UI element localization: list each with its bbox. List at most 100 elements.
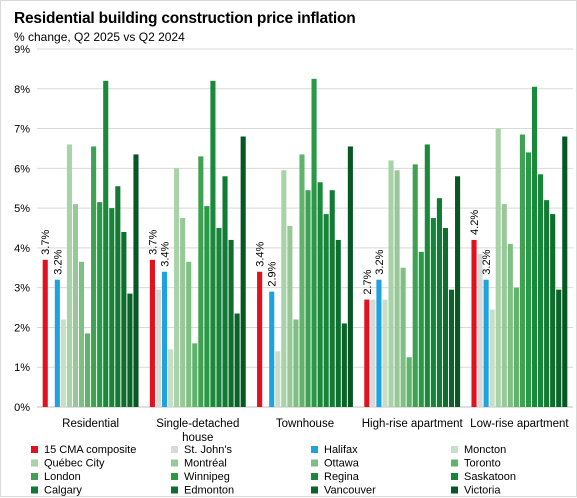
legend-swatch (451, 459, 458, 467)
bar (376, 279, 382, 407)
bar (556, 289, 562, 407)
data-label: 3.2% (52, 249, 64, 274)
chart-title: Residential building construction price … (14, 10, 356, 27)
data-label: 3.4% (160, 241, 172, 266)
legend-label: Regina (324, 471, 360, 483)
bar (519, 134, 525, 407)
data-label: 3.2% (374, 249, 386, 274)
bar (133, 154, 139, 407)
legend-label: London (44, 471, 81, 483)
chart-subtitle: % change, Q2 2025 vs Q2 2024 (14, 30, 185, 44)
y-tick-label: 0% (14, 402, 30, 414)
bar (269, 291, 275, 407)
x-tick-label: Residential (62, 418, 119, 430)
legend-swatch (311, 446, 318, 453)
bar (471, 239, 477, 407)
bar (455, 176, 461, 407)
bar (388, 160, 394, 407)
legend-label: Québec City (44, 458, 105, 470)
bar (72, 204, 79, 407)
y-tick-label: 9% (14, 44, 30, 56)
legend-label: Saskatoon (464, 471, 516, 483)
bar (97, 202, 103, 407)
bar (442, 228, 449, 407)
bar (174, 168, 180, 407)
data-label: 3.7% (147, 230, 159, 255)
bar (54, 279, 60, 407)
bar (42, 259, 48, 407)
bar (364, 299, 370, 407)
bar (412, 164, 418, 407)
bar (210, 80, 216, 408)
bar (275, 351, 281, 407)
legend-swatch (451, 446, 458, 453)
bar (562, 136, 568, 407)
bar (78, 261, 85, 407)
bar (341, 323, 347, 407)
y-tick-label: 3% (14, 283, 30, 295)
bar (406, 357, 412, 407)
bar (329, 190, 335, 407)
bar (544, 200, 550, 407)
bar (477, 253, 483, 407)
legend-swatch (31, 486, 38, 494)
legend-label: St. John's (184, 444, 232, 456)
bar (287, 226, 293, 407)
legend-label: 15 CMA composite (44, 444, 136, 456)
bar (168, 349, 174, 407)
legend-swatch (311, 473, 318, 480)
y-tick-label: 7% (14, 124, 30, 136)
bar (222, 176, 228, 407)
legend-label: Calgary (44, 485, 82, 497)
bar (448, 289, 455, 407)
y-tick-label: 1% (14, 362, 30, 374)
legend-swatch (171, 459, 178, 467)
bar (66, 144, 72, 407)
bar (424, 144, 430, 407)
x-tick-label: house (182, 432, 213, 444)
bar (109, 208, 115, 407)
bar (507, 243, 513, 407)
legend-swatch (311, 459, 318, 467)
y-tick-label: 6% (14, 163, 30, 175)
bar (489, 309, 495, 407)
x-tick-label: Single-detached (156, 418, 239, 430)
bar (335, 239, 341, 407)
legend-swatch (171, 446, 178, 453)
bar (299, 154, 305, 407)
bar (513, 287, 519, 407)
bar (186, 261, 192, 407)
x-tick-label: Townhouse (276, 418, 334, 430)
data-label: 2.7% (362, 269, 374, 294)
x-tick-label: Low-rise apartment (470, 418, 569, 430)
legend-label: Edmonton (184, 485, 234, 497)
legend-label: Winnipeg (184, 471, 230, 483)
legend-label: Montréal (184, 458, 227, 470)
bar (531, 86, 538, 408)
bar (400, 267, 406, 407)
bar (180, 218, 186, 407)
bar (198, 156, 204, 407)
bar (323, 214, 329, 407)
data-label: 4.2% (469, 210, 481, 235)
bar (127, 293, 133, 407)
bar (382, 299, 388, 407)
legend-label: Vancouver (324, 485, 376, 497)
legend-label: Victoria (464, 485, 501, 497)
bar (85, 333, 91, 407)
bar (234, 313, 240, 407)
bar (281, 170, 287, 407)
bar (538, 174, 544, 407)
legend-swatch (451, 486, 458, 494)
bar (155, 289, 162, 407)
bar (501, 204, 507, 407)
bar (240, 136, 246, 407)
legend-swatch (171, 473, 178, 480)
data-label: 3.4% (255, 241, 267, 266)
bar (293, 319, 299, 407)
bar (103, 80, 109, 408)
bar (370, 299, 376, 407)
bar (418, 251, 424, 407)
bar (483, 279, 489, 407)
